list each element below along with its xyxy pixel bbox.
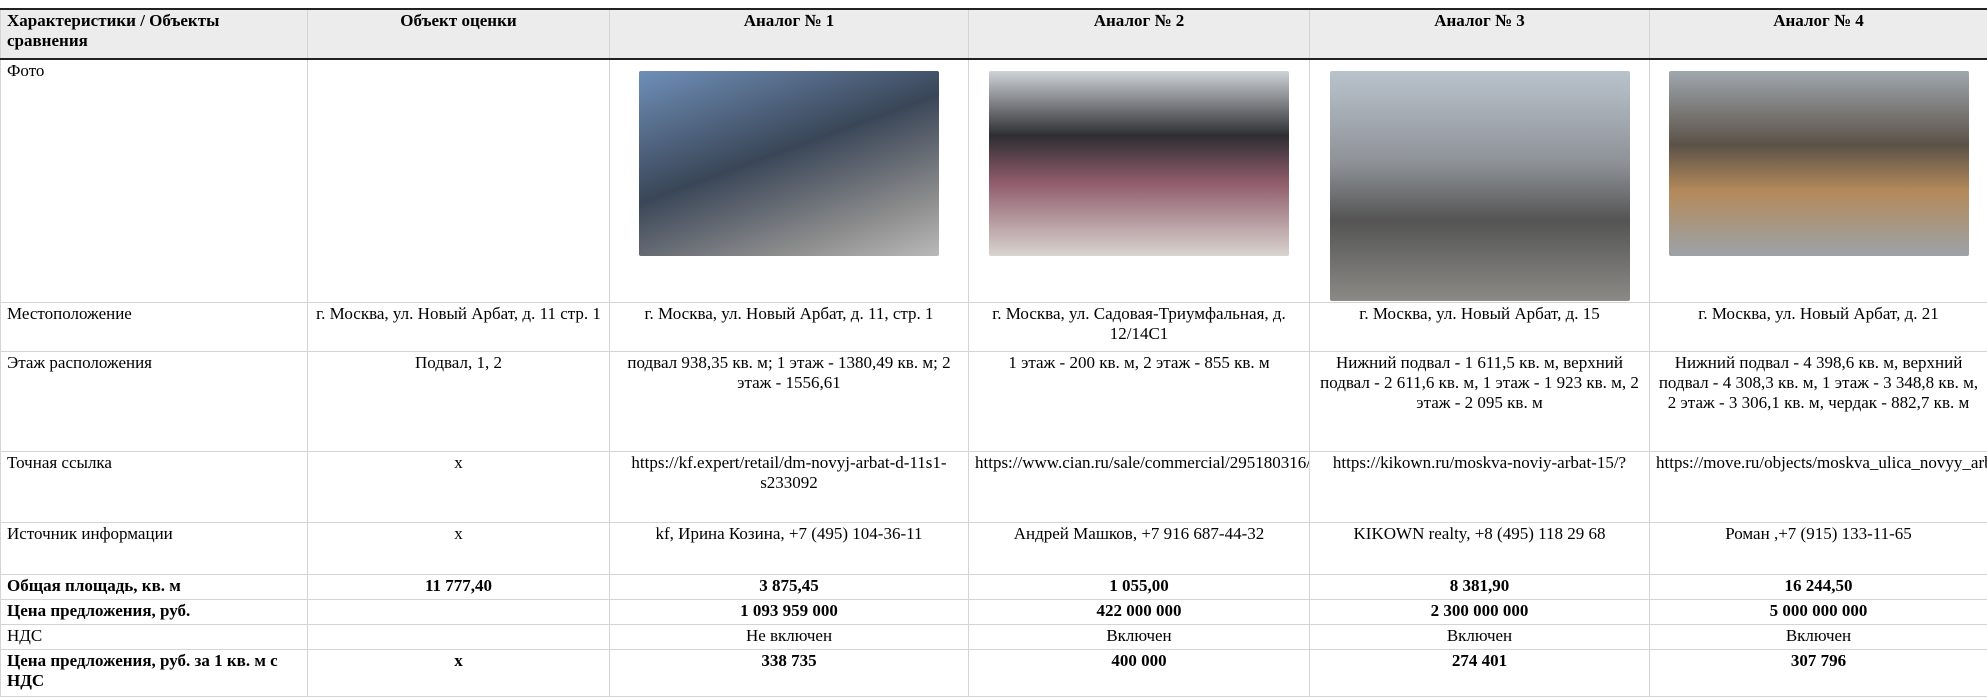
cell: https://kikown.ru/moskva-noviy-arbat-15/… bbox=[1310, 452, 1650, 523]
cell: kf, Ирина Козина, +7 (495) 104-36-11 bbox=[610, 523, 969, 575]
cell: 1 этаж - 200 кв. м, 2 этаж - 855 кв. м bbox=[969, 352, 1310, 452]
cell: 3 875,45 bbox=[610, 575, 969, 600]
cell: подвал 938,35 кв. м; 1 этаж - 1380,49 кв… bbox=[610, 352, 969, 452]
cell: Включен bbox=[1650, 625, 1987, 650]
cell: Нижний подвал - 1 611,5 кв. м, верхний п… bbox=[1310, 352, 1650, 452]
cell bbox=[308, 59, 610, 303]
cell: г. Москва, ул. Садовая-Триумфальная, д. … bbox=[969, 303, 1310, 352]
row-label: Фото bbox=[1, 59, 308, 303]
cell bbox=[1650, 59, 1987, 303]
cell bbox=[308, 625, 610, 650]
cell bbox=[969, 59, 1310, 303]
cell: г. Москва, ул. Новый Арбат, д. 15 bbox=[1310, 303, 1650, 352]
cell: 1 055,00 bbox=[969, 575, 1310, 600]
page: {"table":{"header":["Характеристики / Об… bbox=[0, 0, 1987, 682]
cell: https://move.ru/objects/moskva_ulica_nov… bbox=[1650, 452, 1987, 523]
cell: 274 401 bbox=[1310, 650, 1650, 697]
cell: 16 244,50 bbox=[1650, 575, 1987, 600]
row-label: Общая площадь, кв. м bbox=[1, 575, 308, 600]
header-cell: Аналог № 3 bbox=[1310, 9, 1650, 59]
row-label: НДС bbox=[1, 625, 308, 650]
cell: г. Москва, ул. Новый Арбат, д. 21 bbox=[1650, 303, 1987, 352]
photo bbox=[1669, 71, 1969, 256]
cell: Подвал, 1, 2 bbox=[308, 352, 610, 452]
cell: https://www.cian.ru/sale/commercial/2951… bbox=[969, 452, 1310, 523]
photo bbox=[1330, 71, 1630, 301]
header-cell: Аналог № 2 bbox=[969, 9, 1310, 59]
header-cell: Объект оценки bbox=[308, 9, 610, 59]
cell: х bbox=[308, 452, 610, 523]
cell: Включен bbox=[1310, 625, 1650, 650]
cell: 5 000 000 000 bbox=[1650, 600, 1987, 625]
cell: Не включен bbox=[610, 625, 969, 650]
cell: х bbox=[308, 650, 610, 697]
row-label: Источник информации bbox=[1, 523, 308, 575]
header-cell: Аналог № 1 bbox=[610, 9, 969, 59]
cell: г. Москва, ул. Новый Арбат, д. 11 стр. 1 bbox=[308, 303, 610, 352]
header-cell: Аналог № 4 bbox=[1650, 9, 1987, 59]
cell: Роман ,+7 (915) 133-11-65 bbox=[1650, 523, 1987, 575]
cell: Нижний подвал - 4 398,6 кв. м, верхний п… bbox=[1650, 352, 1987, 452]
row-label: Точная ссылка bbox=[1, 452, 308, 523]
cell bbox=[1310, 59, 1650, 303]
photo bbox=[989, 71, 1289, 256]
cell: 11 777,40 bbox=[308, 575, 610, 600]
cell: г. Москва, ул. Новый Арбат, д. 11, стр. … bbox=[610, 303, 969, 352]
cell: 422 000 000 bbox=[969, 600, 1310, 625]
cell bbox=[610, 59, 969, 303]
cell: KIKOWN realty, +8 (495) 118 29 68 bbox=[1310, 523, 1650, 575]
row-label: Цена предложения, руб. за 1 кв. м с НДС bbox=[1, 650, 308, 697]
cell: 1 093 959 000 bbox=[610, 600, 969, 625]
cell: 307 796 bbox=[1650, 650, 1987, 697]
cell: х bbox=[308, 523, 610, 575]
cell: https://kf.expert/retail/dm-novyj-arbat-… bbox=[610, 452, 969, 523]
cell: 2 300 000 000 bbox=[1310, 600, 1650, 625]
cell bbox=[308, 600, 610, 625]
row-label: Этаж расположения bbox=[1, 352, 308, 452]
row-label: Местоположение bbox=[1, 303, 308, 352]
cell: 8 381,90 bbox=[1310, 575, 1650, 600]
row-label: Цена предложения, руб. bbox=[1, 600, 308, 625]
cell: Андрей Машков, +7 916 687-44-32 bbox=[969, 523, 1310, 575]
photo bbox=[639, 71, 939, 256]
cell: Включен bbox=[969, 625, 1310, 650]
table-row: Фото bbox=[1, 59, 1987, 303]
header-cell: Характеристики / Объекты сравнения bbox=[1, 9, 308, 59]
cell: 338 735 bbox=[610, 650, 969, 697]
cell: 400 000 bbox=[969, 650, 1310, 697]
